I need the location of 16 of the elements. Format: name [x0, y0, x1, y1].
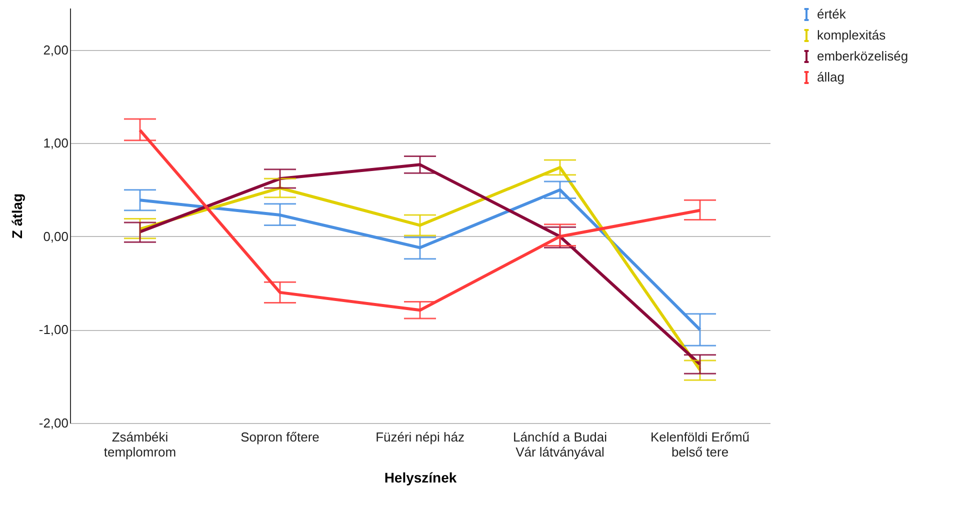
- x-tick-label: Füzéri népi ház: [376, 430, 464, 444]
- y-tick-label: 2,00: [43, 42, 68, 58]
- y-tick-label: -2,00: [38, 416, 68, 430]
- y-axis-title: Z átlag: [8, 193, 25, 239]
- y-tick-label: 1,00: [43, 136, 68, 151]
- x-tick-label: Zsámbéki templomrom: [104, 430, 176, 460]
- legend-label: emberközeliség: [817, 48, 908, 64]
- x-tick-label: Lánchíd a Budai Vár látványával: [513, 430, 608, 460]
- legend-label: komplexitás: [817, 28, 886, 42]
- y-tick-label: -1,00: [38, 322, 68, 338]
- legend-label: érték: [817, 6, 846, 22]
- x-tick-label: Sopron főtere: [240, 430, 320, 444]
- x-tick-label: Kelenföldi Erőmű belső tere: [650, 430, 750, 460]
- legend-label: állag: [817, 70, 844, 84]
- y-tick-label: 0,00: [43, 228, 68, 244]
- x-axis-title: Helyszínek: [384, 470, 457, 486]
